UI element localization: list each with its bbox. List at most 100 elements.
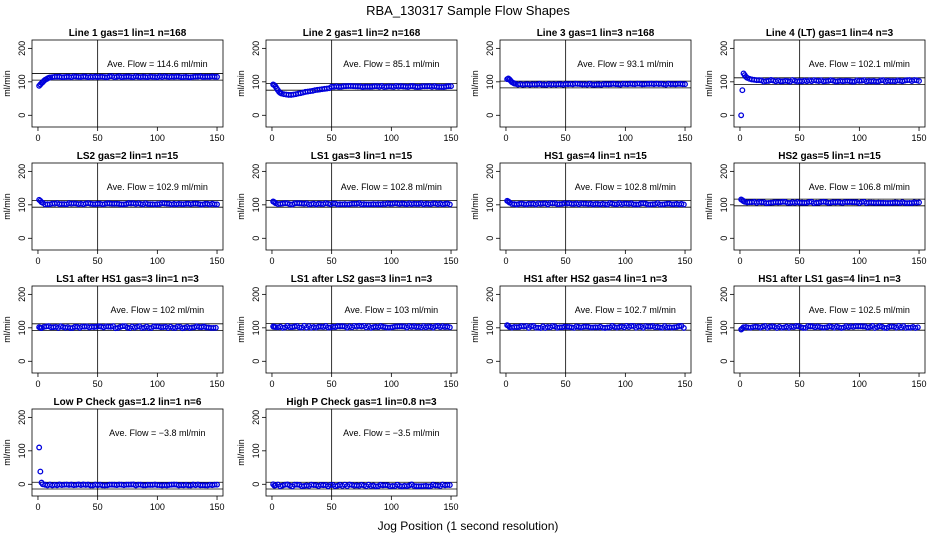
y-tick-label: 0	[251, 113, 261, 118]
x-tick-label: 50	[93, 133, 103, 143]
data-point	[211, 201, 218, 208]
x-tick-label: 0	[269, 256, 274, 266]
x-tick-label: 150	[444, 502, 459, 512]
average-flow-annotation: Ave. Flow = 102.9 ml/min	[107, 182, 208, 192]
panel-title: Low P Check gas=1.2 lin=1 n=6	[54, 397, 202, 408]
y-axis-label: ml/min	[2, 439, 12, 466]
data-point	[445, 83, 452, 90]
x-tick-label: 150	[210, 502, 225, 512]
x-tick-label: 100	[618, 133, 633, 143]
data-point	[211, 73, 218, 80]
data-point	[838, 325, 845, 331]
y-tick-label: 0	[719, 359, 729, 364]
data-point	[769, 323, 776, 330]
y-tick-label: 100	[17, 443, 27, 458]
y-tick-label: 100	[485, 197, 495, 212]
y-tick-label: 0	[251, 359, 261, 364]
plot-frame	[31, 285, 224, 374]
data-point	[738, 112, 745, 119]
data-point	[800, 324, 807, 331]
data-point	[680, 201, 687, 208]
panel-12: HS1 after LS1 gas=4 lin=1 n=3 ml/min 0 100 2…	[704, 274, 927, 389]
plot-frame	[733, 162, 926, 251]
plot-frame	[733, 39, 926, 128]
y-tick-label: 0	[17, 113, 27, 118]
data-point	[279, 324, 286, 331]
plot-frame	[499, 285, 692, 374]
x-tick-label: 150	[210, 133, 225, 143]
y-axis-label: ml/min	[2, 316, 12, 343]
data-point	[739, 87, 746, 94]
panel-title: Line 2 gas=1 lin=2 n=168	[303, 28, 421, 39]
y-tick-label: 100	[251, 443, 261, 458]
x-tick-label: 100	[384, 133, 399, 143]
figure-title: RBA_130317 Sample Flow Shapes	[366, 3, 570, 18]
y-tick-label: 200	[251, 410, 261, 425]
y-tick-label: 0	[485, 113, 495, 118]
y-tick-label: 100	[251, 197, 261, 212]
y-tick-label: 0	[719, 113, 729, 118]
plot-frame	[265, 162, 458, 251]
y-tick-label: 200	[719, 164, 729, 179]
y-tick-label: 0	[485, 236, 495, 241]
data-point	[211, 481, 218, 488]
panel-title: HS1 after HS2 gas=4 lin=1 n=3	[524, 274, 668, 285]
plot-frame	[265, 408, 458, 497]
data-point	[446, 324, 453, 331]
y-tick-label: 0	[251, 482, 261, 487]
panel-13: Low P Check gas=1.2 lin=1 n=6 ml/min 0 100 2…	[2, 397, 225, 512]
data-point	[214, 201, 220, 208]
panel-grid: Line 1 gas=1 lin=1 n=168 ml/min 0 100 200 0 50…	[2, 28, 927, 512]
y-axis-label: ml/min	[470, 70, 480, 97]
panel-2: Line 2 gas=1 lin=2 n=168 ml/min 0 100 200 0 50…	[236, 28, 459, 143]
data-point	[323, 85, 330, 92]
plot-frame	[265, 285, 458, 374]
x-tick-label: 50	[327, 256, 337, 266]
data-point	[214, 73, 220, 80]
average-flow-annotation: Ave. Flow = 85.1 ml/min	[343, 59, 439, 69]
y-axis-label: ml/min	[470, 193, 480, 220]
data-point	[876, 323, 883, 330]
x-tick-label: 0	[503, 133, 508, 143]
y-tick-label: 200	[485, 287, 495, 302]
plot-frame	[499, 39, 692, 128]
data-point	[448, 83, 454, 90]
y-tick-label: 200	[17, 164, 27, 179]
x-tick-label: 100	[618, 379, 633, 389]
average-flow-annotation: Ave. Flow = 102.8 ml/min	[341, 182, 442, 192]
x-tick-label: 50	[327, 133, 337, 143]
x-tick-label: 100	[384, 379, 399, 389]
y-tick-label: 100	[251, 320, 261, 335]
x-tick-label: 0	[269, 379, 274, 389]
x-tick-label: 100	[150, 379, 165, 389]
panel-title: LS1 after HS1 gas=3 lin=1 n=3	[56, 274, 199, 285]
y-axis-label: ml/min	[236, 316, 246, 343]
data-point	[212, 324, 219, 331]
panel-title: High P Check gas=1 lin=0.8 n=3	[286, 397, 437, 408]
x-tick-label: 150	[678, 256, 693, 266]
data-point	[676, 323, 683, 330]
y-tick-label: 100	[17, 320, 27, 335]
figure-xlabel: Jog Position (1 second resolution)	[378, 519, 559, 533]
y-axis-label: ml/min	[2, 70, 12, 97]
x-tick-label: 100	[150, 256, 165, 266]
panel-title: HS1 after LS1 gas=4 lin=1 n=3	[758, 274, 901, 285]
average-flow-annotation: Ave. Flow = 102.5 ml/min	[809, 305, 910, 315]
x-tick-label: 100	[150, 502, 165, 512]
plot-frame	[31, 408, 224, 497]
x-tick-label: 100	[852, 379, 867, 389]
y-tick-label: 200	[719, 41, 729, 56]
x-tick-label: 100	[852, 133, 867, 143]
panel-8: HS2 gas=5 lin=1 n=15 ml/min 0 100 200 0 50 100 1…	[704, 151, 927, 266]
average-flow-annotation: Ave. Flow = 114.6 ml/min	[107, 59, 207, 69]
data-point	[682, 81, 688, 88]
x-tick-label: 50	[93, 379, 103, 389]
x-tick-label: 100	[852, 256, 867, 266]
y-tick-label: 200	[485, 41, 495, 56]
x-tick-label: 0	[35, 256, 40, 266]
panel-5: LS2 gas=2 lin=1 n=15 ml/min 0 100 200 0 50 100 1…	[2, 151, 225, 266]
y-axis-label: ml/min	[236, 70, 246, 97]
average-flow-annotation: Ave. Flow = 103 ml/min	[345, 305, 439, 315]
y-tick-label: 0	[485, 359, 495, 364]
y-axis-label: ml/min	[704, 316, 714, 343]
